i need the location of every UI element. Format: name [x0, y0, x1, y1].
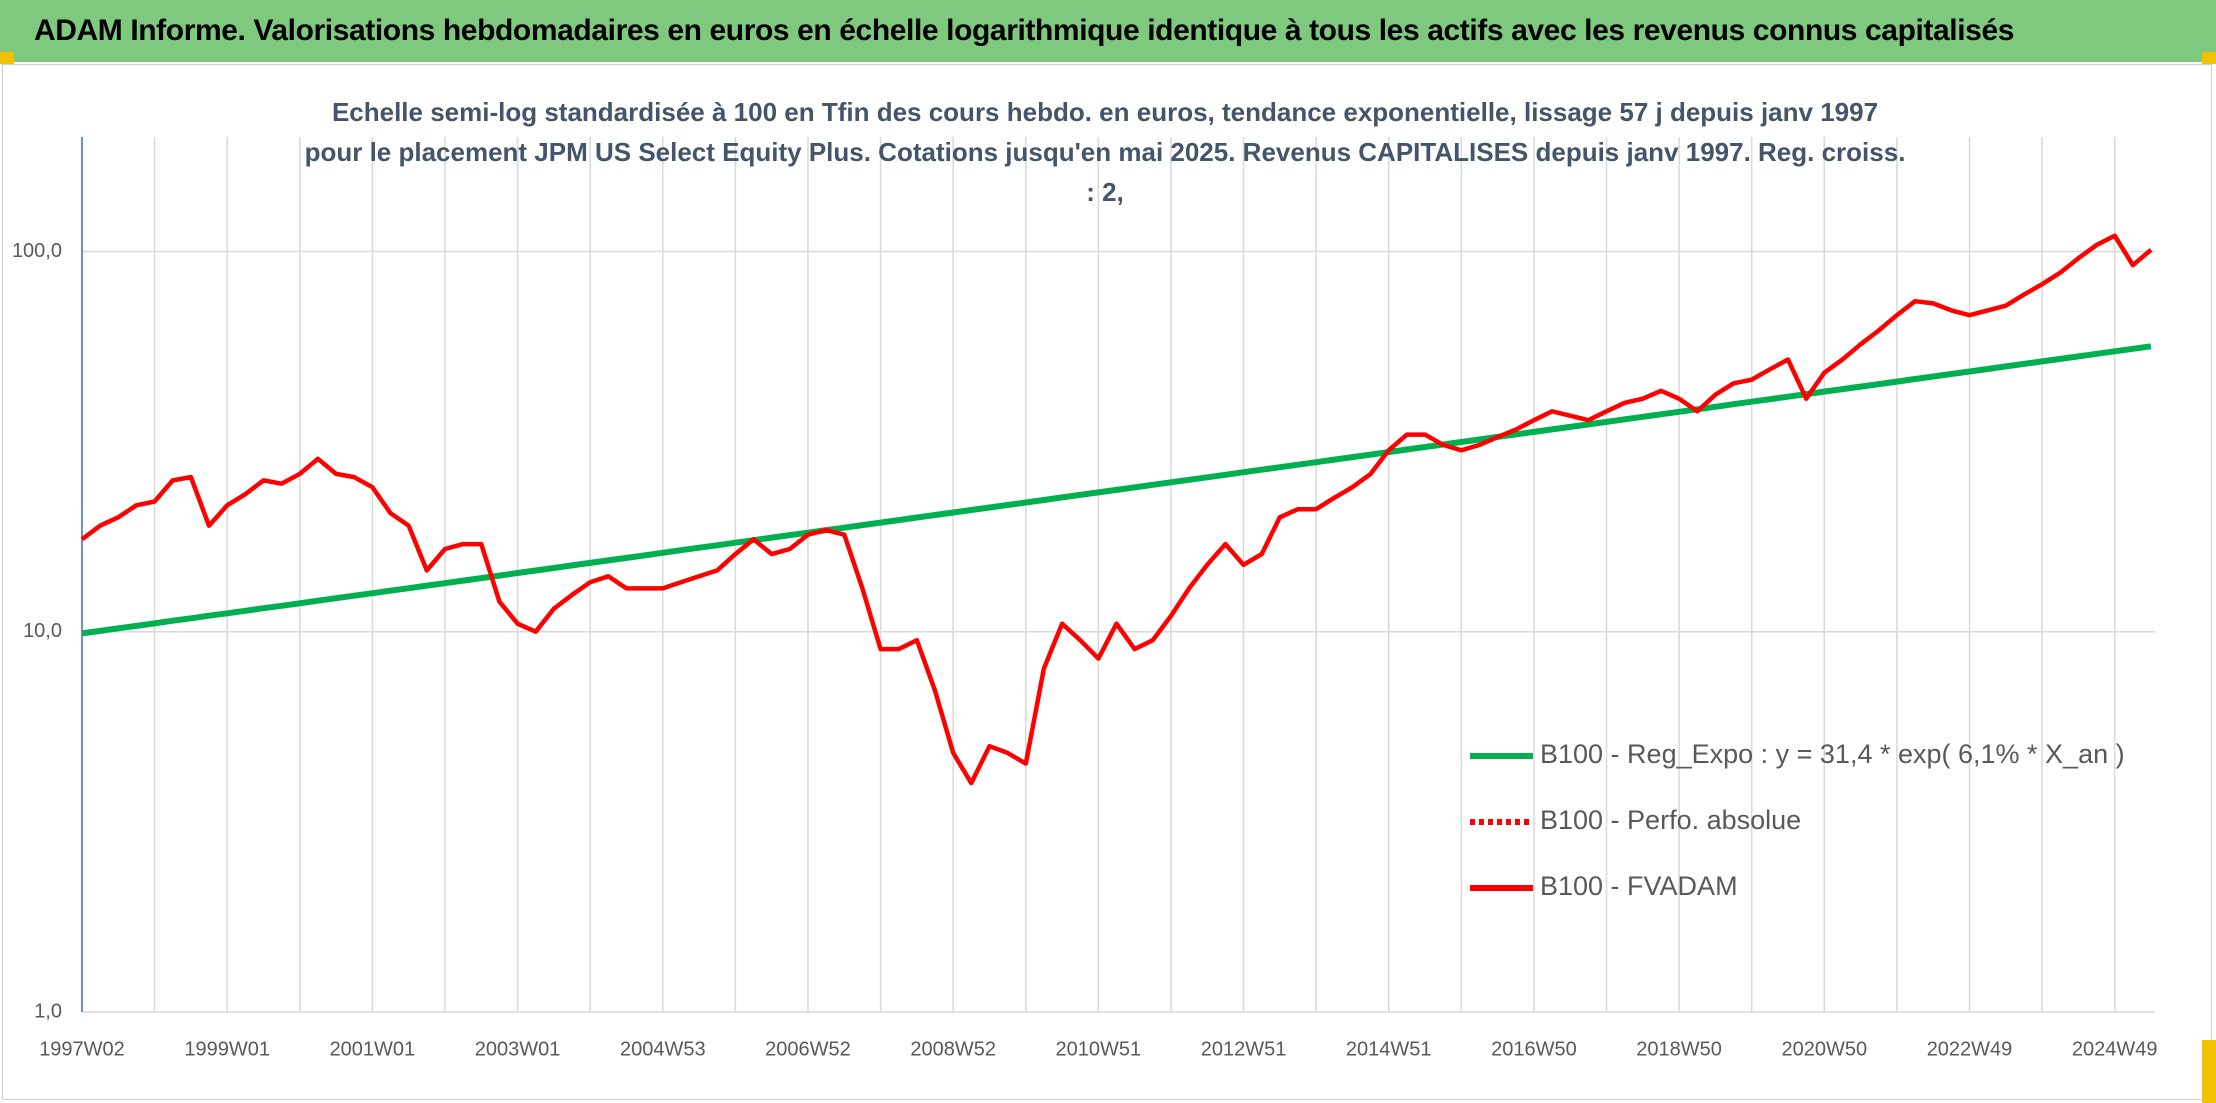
x-tick-label: 2022W49: [1927, 1038, 2013, 1060]
y-tick-label: 10,0: [23, 620, 62, 642]
x-tick-label: 2014W51: [1346, 1038, 1432, 1060]
x-tick-label: 2012W51: [1201, 1038, 1287, 1060]
x-tick-label: 2024W49: [2072, 1038, 2158, 1060]
corner-mark: [0, 52, 14, 64]
x-tick-label: 2008W52: [910, 1038, 996, 1060]
x-tick-label: 2003W01: [475, 1038, 561, 1060]
header-title: ADAM Informe. Valorisations hebdomadaire…: [0, 0, 2216, 62]
legend-label: B100 - Perfo. absolue: [1540, 805, 1801, 835]
chart-frame: [2, 64, 2212, 1100]
x-tick-label: 1999W01: [184, 1038, 270, 1060]
x-tick-label: 2018W50: [1636, 1038, 1722, 1060]
x-tick-label: 2004W53: [620, 1038, 706, 1060]
series-line: [81, 343, 2152, 637]
legend-label: B100 - FVADAM: [1540, 871, 1738, 901]
x-tick-label: 2006W52: [765, 1038, 851, 1060]
legend-label: B100 - Reg_Expo : y = 31,4 * exp( 6,1% *…: [1540, 739, 2125, 769]
y-tick-label: 1,0: [34, 1000, 62, 1022]
corner-mark: [2202, 1040, 2216, 1103]
corner-mark: [2202, 52, 2216, 64]
series-line: [80, 233, 2153, 786]
x-tick-label: 2001W01: [330, 1038, 416, 1060]
x-tick-label: 2020W50: [1782, 1038, 1868, 1060]
x-tick-label: 1997W02: [39, 1038, 125, 1060]
chart-subtitle: Echelle semi-log standardisée à 100 en T…: [304, 97, 1906, 207]
x-tick-label: 2016W50: [1491, 1038, 1577, 1060]
x-tick-label: 2010W51: [1056, 1038, 1142, 1060]
y-tick-label: 100,0: [12, 240, 62, 262]
